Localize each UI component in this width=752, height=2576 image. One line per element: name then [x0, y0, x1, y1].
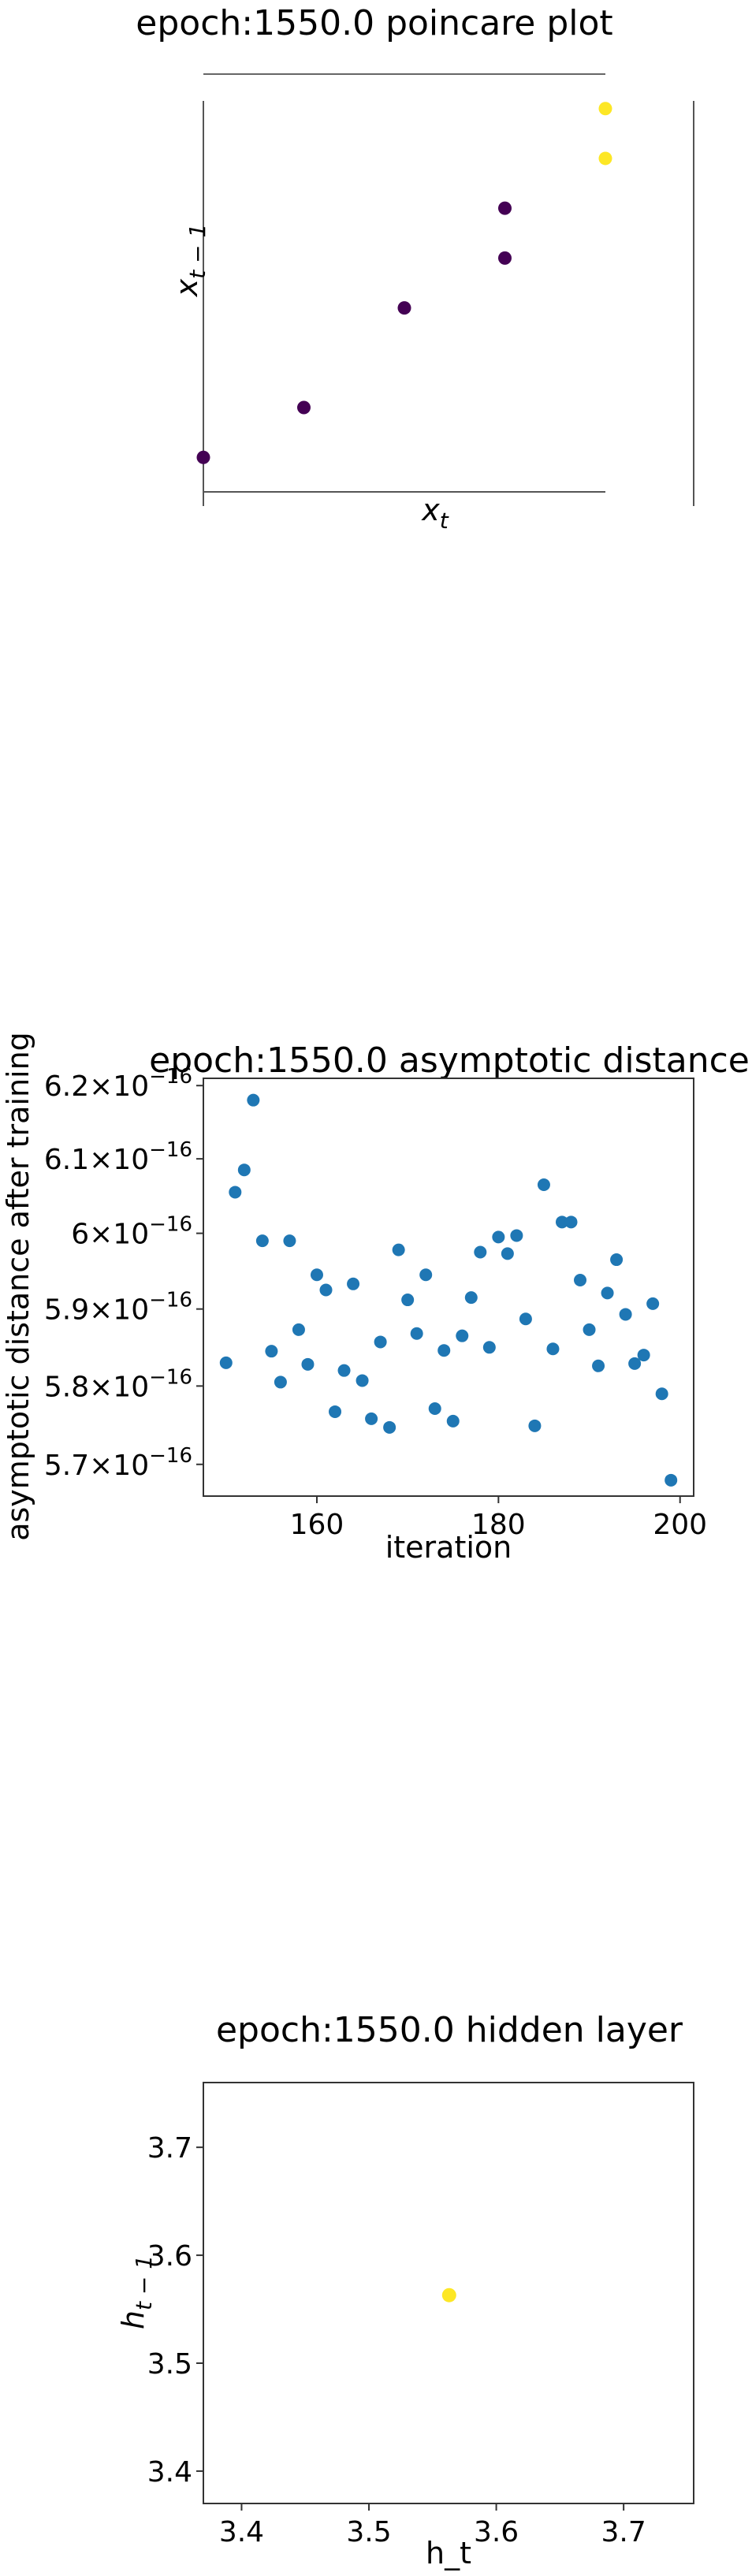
distance-ytick-label-5: 6.2×10−16 [44, 1065, 192, 1103]
distance-point-17 [374, 1335, 387, 1349]
poincare-ylabel: xt − 1 [169, 224, 210, 298]
distance-xlabel: iteration [385, 1530, 512, 1565]
distance-xtick-label-2: 200 [653, 1509, 707, 1541]
distance-point-21 [410, 1327, 423, 1340]
hidden-ylabel: ht − 1 [116, 2255, 157, 2329]
hidden-ytick-label-0: 3.4 [147, 2456, 192, 2489]
distance-point-37 [555, 1215, 568, 1229]
distance-point-41 [592, 1359, 605, 1372]
distance-point-35 [537, 1178, 550, 1192]
distance-point-32 [510, 1229, 523, 1242]
hidden-title: epoch:1550.0 hidden layer [216, 2010, 683, 2050]
hidden-xtick-label-3: 3.7 [601, 2516, 646, 2548]
hidden-point-0 [441, 2288, 456, 2302]
distance-point-6 [274, 1375, 287, 1389]
distance-point-4 [255, 1234, 269, 1248]
hidden-yticks: 3.4 3.5 3.6 3.7 [147, 2132, 203, 2489]
distance-point-33 [519, 1312, 532, 1326]
poincare-title: epoch:1550.0 poincare plot [136, 3, 612, 43]
hidden-points [441, 2288, 456, 2302]
hidden-xtick-label-0: 3.4 [219, 2516, 264, 2548]
distance-point-15 [356, 1374, 369, 1387]
distance-point-39 [574, 1273, 587, 1286]
distance-point-31 [501, 1247, 514, 1260]
distance-point-10 [310, 1268, 323, 1282]
distance-point-40 [583, 1323, 596, 1336]
distance-point-27 [464, 1291, 478, 1305]
distance-xtick-label-1: 180 [471, 1509, 526, 1541]
distance-point-47 [646, 1297, 660, 1310]
distance-ytick-label-1: 5.8×10−16 [44, 1365, 192, 1403]
distance-point-0 [219, 1356, 233, 1369]
poincare-point-6 [598, 102, 612, 116]
distance-point-24 [437, 1344, 451, 1357]
distance-point-2 [237, 1163, 251, 1177]
distance-ytick-label-0: 5.7×10−16 [44, 1444, 192, 1482]
hidden-frame [203, 2082, 694, 2504]
distance-point-19 [392, 1243, 405, 1256]
distance-point-14 [347, 1277, 360, 1290]
distance-point-26 [456, 1329, 469, 1342]
distance-point-25 [446, 1414, 460, 1428]
distance-chart: epoch:1550.0 asymptotic distance 160 180 2… [1, 1032, 750, 1565]
distance-point-3 [247, 1093, 260, 1107]
distance-point-42 [601, 1286, 614, 1300]
distance-yticks: 5.7×10−16 5.8×10−16 5.9×10−16 6×10−16 6.1×10… [44, 1065, 203, 1482]
distance-point-44 [619, 1308, 632, 1321]
distance-point-49 [665, 1473, 678, 1487]
poincare-point-1 [297, 400, 311, 415]
distance-point-45 [628, 1357, 642, 1370]
distance-point-8 [292, 1323, 305, 1336]
distance-ylabel: asymptotic distance after training [1, 1032, 35, 1541]
distance-point-18 [383, 1420, 396, 1434]
distance-point-5 [265, 1345, 278, 1358]
hidden-layer-chart: epoch:1550.0 hidden layer 3.4 3.5 3.6 3.7 3… [116, 2010, 694, 2570]
poincare-point-0 [196, 450, 210, 464]
distance-point-43 [610, 1253, 624, 1267]
distance-ytick-label-4: 6.1×10−16 [44, 1138, 192, 1176]
distance-title: epoch:1550.0 asymptotic distance [149, 1040, 750, 1081]
poincare-point-3 [498, 251, 512, 265]
distance-point-22 [419, 1268, 433, 1282]
distance-point-36 [546, 1342, 560, 1356]
hidden-xticks: 3.4 3.5 3.6 3.7 [219, 2503, 646, 2548]
distance-point-34 [528, 1419, 542, 1432]
distance-ytick-label-3: 6×10−16 [71, 1213, 192, 1251]
distance-point-1 [229, 1186, 242, 1199]
hidden-ytick-label-2: 3.6 [147, 2240, 192, 2273]
distance-xtick-label-0: 160 [290, 1509, 344, 1541]
distance-point-7 [283, 1234, 296, 1248]
poincare-point-2 [397, 301, 411, 315]
distance-point-11 [319, 1283, 333, 1297]
distance-point-9 [301, 1357, 315, 1371]
poincare-point-5 [598, 151, 612, 166]
hidden-xlabel: h_t [426, 2536, 471, 2570]
distance-point-20 [401, 1294, 415, 1307]
poincare-xlabel: xt [421, 493, 449, 534]
distance-point-46 [637, 1349, 650, 1362]
poincare-points [196, 102, 612, 464]
hidden-ytick-label-3: 3.7 [147, 2132, 192, 2165]
hidden-xtick-label-2: 3.6 [474, 2516, 519, 2548]
distance-point-30 [492, 1230, 505, 1244]
distance-points [219, 1093, 678, 1487]
hidden-ytick-label-1: 3.5 [147, 2348, 192, 2381]
distance-point-38 [564, 1215, 578, 1229]
distance-point-12 [329, 1405, 342, 1418]
distance-point-29 [482, 1341, 496, 1354]
poincare-point-4 [498, 201, 512, 215]
distance-point-48 [655, 1387, 668, 1401]
distance-point-28 [474, 1245, 487, 1259]
distance-point-23 [428, 1402, 441, 1416]
poincare-chart: epoch:1550.0 poincare plot xt xt − 1 [136, 3, 694, 534]
distance-ytick-label-2: 5.9×10−16 [44, 1289, 192, 1327]
distance-point-16 [365, 1412, 378, 1425]
hidden-xtick-label-1: 3.5 [346, 2516, 391, 2548]
distance-point-13 [337, 1364, 351, 1377]
distance-xticks: 160 180 200 [290, 1496, 707, 1541]
distance-frame [203, 1078, 694, 1497]
